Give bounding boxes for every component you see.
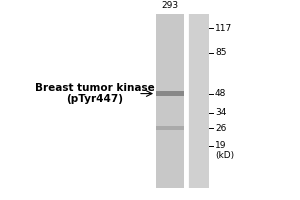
Text: (pTyr447): (pTyr447): [67, 94, 124, 104]
Text: 117: 117: [215, 24, 232, 33]
Bar: [156, 14, 184, 188]
Text: 293: 293: [161, 1, 178, 10]
Bar: [156, 91, 184, 96]
Text: 19: 19: [215, 141, 226, 150]
Bar: [187, 14, 209, 188]
Text: 85: 85: [215, 48, 226, 57]
Bar: [156, 126, 184, 130]
Text: 48: 48: [215, 89, 226, 98]
Text: 34: 34: [215, 108, 226, 117]
Text: Breast tumor kinase: Breast tumor kinase: [35, 83, 155, 93]
Text: 26: 26: [215, 124, 226, 133]
Text: (kD): (kD): [215, 151, 234, 160]
